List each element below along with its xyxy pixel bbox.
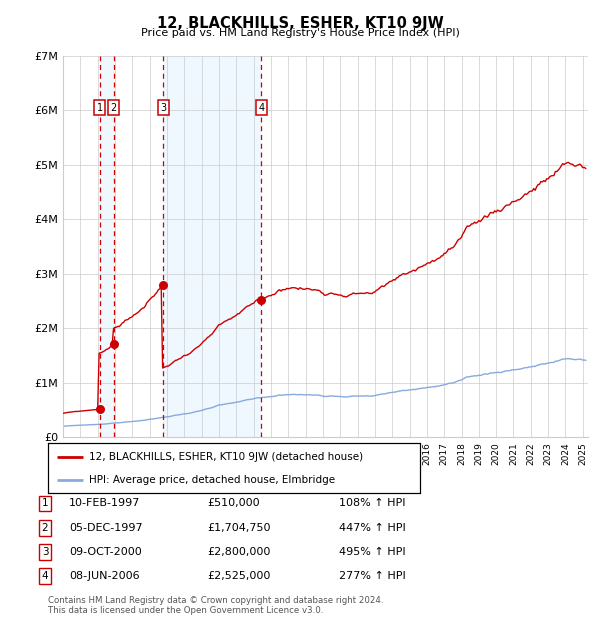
Text: 3: 3 xyxy=(41,547,49,557)
Text: £510,000: £510,000 xyxy=(207,498,260,508)
Text: 3: 3 xyxy=(160,102,166,113)
Text: HPI: Average price, detached house, Elmbridge: HPI: Average price, detached house, Elmb… xyxy=(89,474,335,484)
Text: 10-FEB-1997: 10-FEB-1997 xyxy=(69,498,140,508)
Text: 1: 1 xyxy=(41,498,49,508)
Text: £2,525,000: £2,525,000 xyxy=(207,571,271,581)
Text: 12, BLACKHILLS, ESHER, KT10 9JW (detached house): 12, BLACKHILLS, ESHER, KT10 9JW (detache… xyxy=(89,452,363,462)
Text: 08-JUN-2006: 08-JUN-2006 xyxy=(69,571,140,581)
Text: 2: 2 xyxy=(110,102,117,113)
Text: Price paid vs. HM Land Registry's House Price Index (HPI): Price paid vs. HM Land Registry's House … xyxy=(140,28,460,38)
Text: 277% ↑ HPI: 277% ↑ HPI xyxy=(339,571,406,581)
Text: £2,800,000: £2,800,000 xyxy=(207,547,271,557)
Text: 05-DEC-1997: 05-DEC-1997 xyxy=(69,523,143,533)
Text: 4: 4 xyxy=(41,571,49,581)
Bar xyxy=(163,56,261,437)
Text: 12, BLACKHILLS, ESHER, KT10 9JW: 12, BLACKHILLS, ESHER, KT10 9JW xyxy=(157,16,443,31)
Text: 09-OCT-2000: 09-OCT-2000 xyxy=(69,547,142,557)
Text: 2: 2 xyxy=(41,523,49,533)
Text: 108% ↑ HPI: 108% ↑ HPI xyxy=(339,498,406,508)
Bar xyxy=(100,56,114,437)
Text: Contains HM Land Registry data © Crown copyright and database right 2024.
This d: Contains HM Land Registry data © Crown c… xyxy=(48,596,383,615)
Text: £1,704,750: £1,704,750 xyxy=(207,523,271,533)
Text: 4: 4 xyxy=(258,102,264,113)
Text: 495% ↑ HPI: 495% ↑ HPI xyxy=(339,547,406,557)
Text: 1: 1 xyxy=(97,102,103,113)
Text: 447% ↑ HPI: 447% ↑ HPI xyxy=(339,523,406,533)
